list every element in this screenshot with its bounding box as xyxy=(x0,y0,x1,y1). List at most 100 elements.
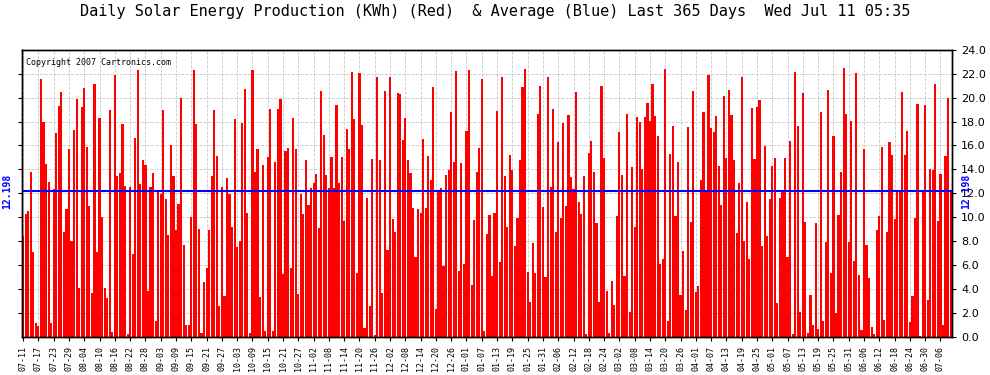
Bar xyxy=(919,336,921,337)
Bar xyxy=(784,158,786,337)
Bar xyxy=(93,84,96,337)
Bar xyxy=(840,172,842,337)
Bar xyxy=(218,306,221,337)
Bar xyxy=(154,321,156,337)
Bar xyxy=(481,79,483,337)
Bar xyxy=(379,160,381,337)
Bar xyxy=(807,333,809,337)
Bar xyxy=(666,321,669,337)
Bar xyxy=(909,322,911,337)
Bar xyxy=(30,172,32,337)
Bar xyxy=(247,213,248,337)
Bar xyxy=(491,276,493,337)
Bar xyxy=(371,159,373,337)
Bar xyxy=(932,171,934,337)
Bar xyxy=(743,241,745,337)
Bar xyxy=(858,274,860,337)
Bar xyxy=(850,121,852,337)
Bar xyxy=(109,110,111,337)
Bar xyxy=(389,77,391,337)
Bar xyxy=(750,108,753,337)
Bar xyxy=(802,93,804,337)
Bar xyxy=(239,241,241,337)
Bar xyxy=(721,205,723,337)
Bar xyxy=(106,298,108,337)
Bar xyxy=(271,331,274,337)
Bar xyxy=(269,109,271,337)
Bar xyxy=(820,112,822,337)
Bar xyxy=(692,91,694,337)
Bar xyxy=(129,187,132,337)
Bar xyxy=(736,232,738,337)
Bar xyxy=(80,107,83,337)
Bar xyxy=(519,160,521,337)
Bar xyxy=(679,295,682,337)
Bar xyxy=(68,149,70,337)
Bar xyxy=(631,167,634,337)
Bar xyxy=(723,96,725,337)
Bar xyxy=(572,189,574,337)
Bar xyxy=(776,303,778,337)
Bar xyxy=(876,230,878,337)
Bar xyxy=(48,182,50,337)
Bar xyxy=(608,333,610,337)
Bar xyxy=(758,100,760,337)
Bar xyxy=(256,149,258,337)
Bar xyxy=(91,293,93,337)
Bar xyxy=(244,88,246,337)
Bar xyxy=(901,92,903,337)
Bar xyxy=(912,296,914,337)
Bar xyxy=(815,224,817,337)
Bar xyxy=(420,213,422,337)
Bar xyxy=(695,292,697,337)
Bar xyxy=(104,288,106,337)
Bar xyxy=(287,148,289,337)
Bar xyxy=(399,94,401,337)
Text: 12.198: 12.198 xyxy=(3,173,13,208)
Bar xyxy=(96,252,98,337)
Bar xyxy=(868,278,870,337)
Bar xyxy=(266,157,269,337)
Bar xyxy=(499,262,501,337)
Bar xyxy=(292,118,294,337)
Bar xyxy=(185,326,187,337)
Bar xyxy=(425,208,427,337)
Bar xyxy=(544,277,546,337)
Bar xyxy=(532,243,534,337)
Bar xyxy=(384,91,386,337)
Bar xyxy=(135,138,137,337)
Bar xyxy=(415,257,417,337)
Bar xyxy=(710,128,712,337)
Bar xyxy=(221,187,223,337)
Bar xyxy=(350,72,352,337)
Bar xyxy=(562,123,564,337)
Bar xyxy=(891,155,893,337)
Bar xyxy=(761,246,763,337)
Bar xyxy=(766,236,768,337)
Bar xyxy=(779,198,781,337)
Bar xyxy=(629,312,631,337)
Bar xyxy=(644,117,645,337)
Bar xyxy=(203,282,205,337)
Bar xyxy=(75,99,77,337)
Bar xyxy=(654,116,656,337)
Bar xyxy=(366,198,368,337)
Bar xyxy=(705,192,707,337)
Bar xyxy=(941,325,944,337)
Bar xyxy=(137,70,139,337)
Bar xyxy=(493,213,496,337)
Bar xyxy=(669,154,671,337)
Bar xyxy=(313,183,315,337)
Bar xyxy=(514,246,516,337)
Bar xyxy=(718,166,720,337)
Bar xyxy=(504,176,506,337)
Bar xyxy=(229,194,231,337)
Bar xyxy=(422,139,425,337)
Bar xyxy=(852,261,855,337)
Bar xyxy=(62,232,65,337)
Bar xyxy=(559,218,562,337)
Bar xyxy=(944,156,946,337)
Bar xyxy=(475,172,478,337)
Bar xyxy=(621,175,623,337)
Text: Copyright 2007 Cartronics.com: Copyright 2007 Cartronics.com xyxy=(27,58,171,68)
